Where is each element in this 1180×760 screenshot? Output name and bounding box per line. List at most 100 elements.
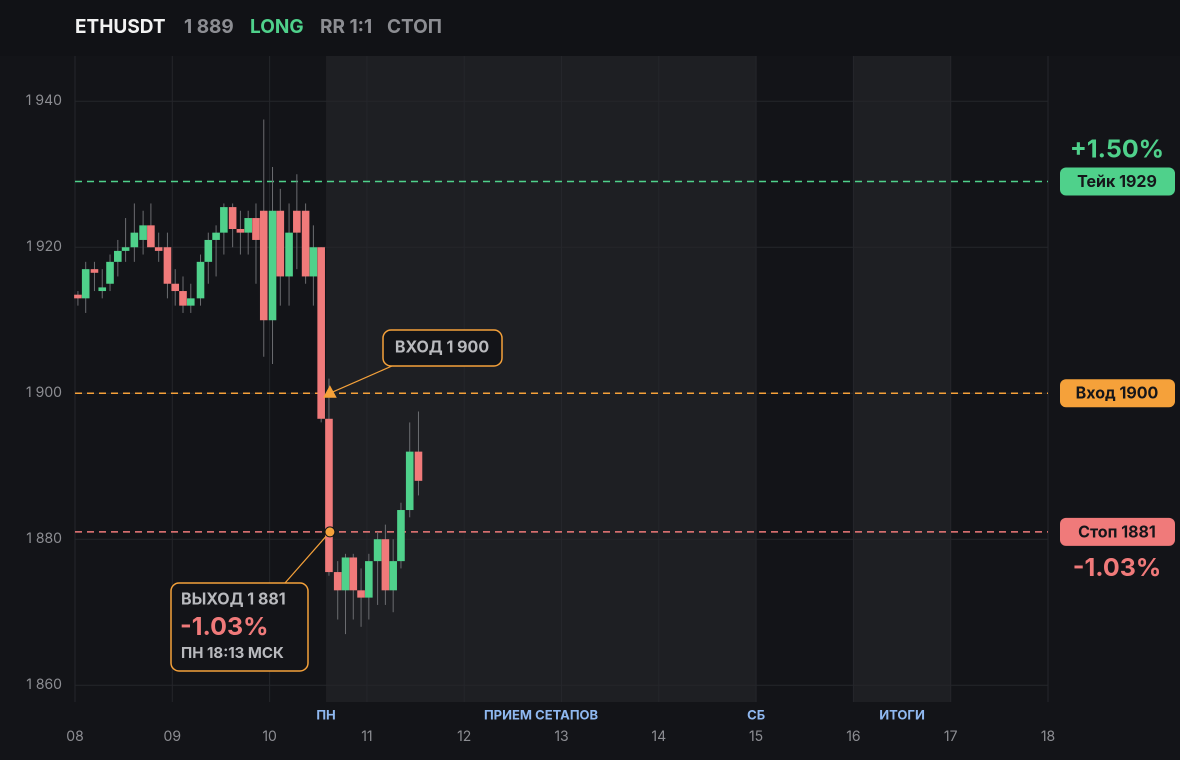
x-tick-label: 14 (651, 728, 666, 745)
candle (236, 210, 245, 255)
candle-body (268, 210, 277, 321)
candle-body (114, 250, 122, 262)
plot: ПРИЕМ СЕТАПОВ ИТОГИ ПН СБ 1 860 1 880 1 900 1 9… (26, 56, 1175, 745)
candle-body (212, 232, 220, 240)
candle-body (147, 225, 155, 248)
candle (259, 119, 268, 357)
candle-body (349, 557, 358, 591)
candle-body (106, 261, 114, 284)
level-pill (1060, 517, 1175, 546)
entry-callout (382, 329, 503, 367)
y-tick-label: 1 880 (26, 530, 62, 547)
session-zone (853, 56, 951, 702)
x-tick-label: 15 (749, 728, 763, 745)
level-pct: +1.50% (1070, 134, 1164, 164)
candle (317, 247, 325, 423)
level-label: Стоп 1881 (1078, 521, 1156, 541)
candle (285, 203, 293, 306)
candle-body (259, 210, 268, 321)
candle (196, 254, 205, 306)
candle (154, 232, 163, 262)
candle-body (333, 572, 342, 591)
candle (147, 203, 155, 248)
candle-body (293, 210, 301, 233)
candle (74, 291, 82, 306)
candle (276, 188, 285, 306)
candle-body (341, 557, 350, 591)
side: LONG (250, 15, 304, 38)
candle (114, 239, 122, 277)
callout-connector (329, 365, 393, 394)
symbol: ETHUSDT (75, 15, 166, 38)
candle-body (397, 510, 405, 562)
candle-body (186, 298, 195, 306)
candle (309, 225, 318, 306)
x-tick-label: 12 (457, 728, 471, 745)
y-tick-label: 1 900 (26, 384, 62, 401)
level-pct: -1.03% (1073, 553, 1161, 583)
candle-body (98, 287, 107, 292)
candle-body (309, 247, 318, 277)
candle-body (357, 590, 365, 598)
candle-body (414, 451, 423, 481)
candle (357, 568, 365, 627)
x-tick-label: 11 (361, 728, 372, 745)
candle (90, 261, 99, 292)
candle (268, 166, 277, 365)
candle (301, 203, 310, 284)
candle (186, 283, 195, 313)
candle-body (196, 261, 205, 299)
x-tick-label: 16 (846, 728, 860, 745)
candle (204, 232, 213, 284)
x-tick-label: 18 (1041, 728, 1055, 745)
exit-callout-pct: -1.03% (180, 612, 268, 642)
candle (414, 411, 423, 496)
level-label: Тейк 1929 (1077, 171, 1157, 191)
candle (212, 225, 220, 277)
candle-body (276, 210, 285, 277)
candle (81, 261, 90, 313)
zone-label: ИТОГИ (879, 708, 925, 724)
x-tick-label: 17 (944, 728, 958, 745)
candle (121, 218, 130, 262)
candle (244, 210, 252, 255)
candle-body (90, 269, 99, 273)
candle-body (139, 225, 147, 240)
candle (171, 269, 180, 306)
candle (163, 232, 172, 299)
callout-connector (284, 531, 331, 584)
candle-body (405, 451, 414, 511)
candle (365, 553, 373, 620)
candle-body (285, 232, 293, 277)
day-marker: СБ (747, 708, 765, 724)
y-tick-label: 1 860 (26, 676, 62, 693)
candle-body (325, 418, 333, 573)
candle-body (317, 247, 325, 419)
candle-body (81, 269, 90, 299)
candle-body (74, 294, 82, 299)
candle-body (171, 283, 180, 292)
exit-callout-time: ПН 18:13 МСК (181, 643, 284, 662)
candle (381, 524, 390, 605)
day-marker: ПН (316, 708, 335, 724)
candle-body (236, 228, 245, 233)
candle (349, 553, 358, 620)
candle-body (204, 239, 213, 262)
candle-body (301, 210, 310, 277)
candle (139, 210, 147, 255)
x-tick-label: 13 (554, 728, 568, 745)
candle-body (163, 247, 172, 284)
candle (389, 539, 397, 613)
candle-body (244, 218, 252, 233)
candle-body (252, 218, 260, 240)
y-tick-label: 1 920 (26, 238, 62, 255)
x-tick-label: 09 (164, 728, 182, 745)
candle (397, 502, 405, 569)
candle (252, 203, 260, 284)
status: СТОП (387, 15, 442, 38)
level-pill (1060, 379, 1175, 408)
level-label: Вход 1900 (1076, 383, 1159, 403)
y-tick-label: 1 940 (26, 92, 62, 109)
